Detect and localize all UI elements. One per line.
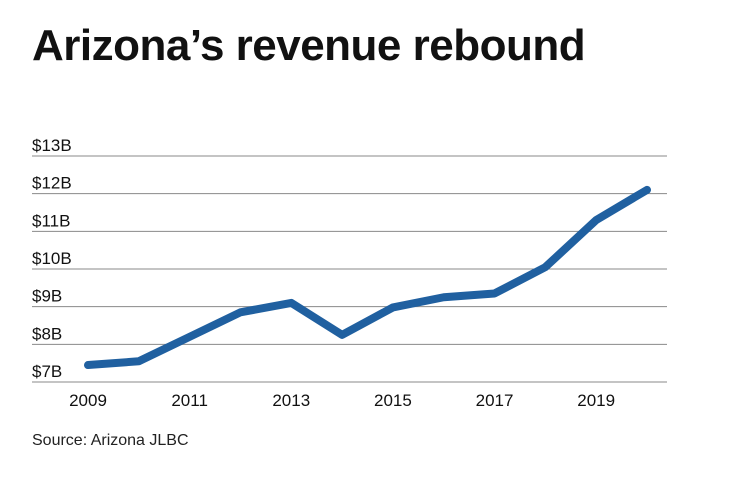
y-tick-label: $7B xyxy=(32,362,62,381)
y-tick-label: $12B xyxy=(32,174,72,193)
series-line-revenue xyxy=(84,185,651,370)
source-note: Source: Arizona JLBC xyxy=(32,432,189,449)
x-tick-label: 2017 xyxy=(476,391,514,410)
grid-layer xyxy=(32,155,667,383)
series-layer xyxy=(84,185,651,370)
y-axis-ticks: $7B $8B $9B $10B $11B $12B $13B xyxy=(32,136,72,381)
x-tick-label: 2009 xyxy=(69,391,107,410)
x-tick-label: 2013 xyxy=(272,391,310,410)
x-axis-ticks: 2009 2011 2013 2015 2017 2019 xyxy=(69,391,615,410)
y-tick-label: $10B xyxy=(32,249,72,268)
y-tick-label: $13B xyxy=(32,136,72,155)
chart-title: Arizona’s revenue rebound xyxy=(32,21,586,70)
x-tick-label: 2019 xyxy=(577,391,615,410)
y-tick-label: $8B xyxy=(32,324,62,343)
x-tick-label: 2011 xyxy=(171,391,208,410)
x-tick-label: 2015 xyxy=(374,391,412,410)
y-tick-label: $11B xyxy=(32,211,70,230)
y-tick-label: $9B xyxy=(32,287,62,306)
